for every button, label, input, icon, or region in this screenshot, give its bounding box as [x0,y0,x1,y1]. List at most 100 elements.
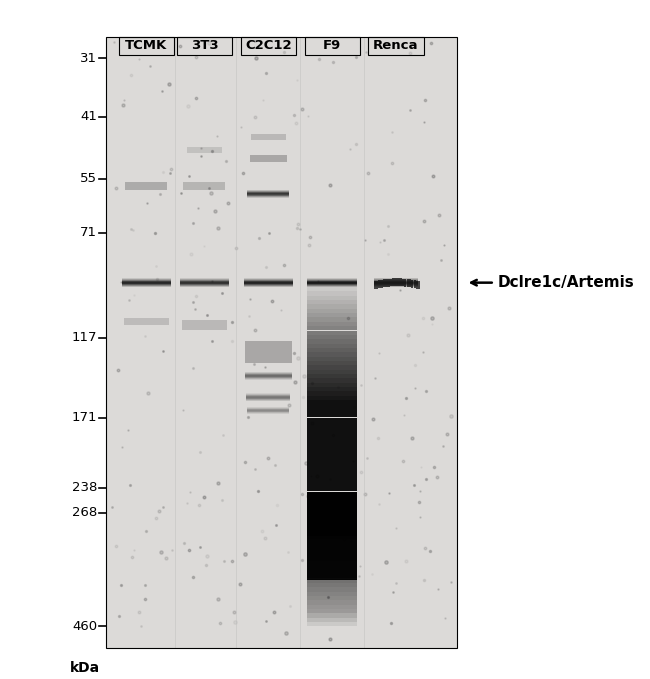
Bar [395,278,397,286]
Bar [240,37,296,55]
Bar [307,374,357,378]
Bar [307,609,357,613]
Bar [307,470,357,474]
Bar [369,37,424,55]
Bar [250,155,287,162]
Text: 71: 71 [80,226,97,239]
Bar [182,320,227,330]
Bar [307,548,357,552]
Text: 238: 238 [72,481,97,494]
Bar [307,465,357,470]
Bar [307,313,357,317]
Bar [307,522,357,526]
Bar [307,474,357,479]
Bar [307,352,357,356]
Bar [307,496,357,500]
Bar [307,405,357,409]
Bar [307,479,357,483]
Bar [374,281,376,289]
Bar [307,622,357,626]
Bar [385,279,387,287]
Bar [409,279,411,287]
Bar [307,383,357,387]
Bar [307,326,357,331]
Bar [307,422,357,426]
Bar [307,387,357,391]
Bar [307,461,357,465]
Bar [307,574,357,579]
Bar [106,37,457,648]
Text: 171: 171 [72,411,97,424]
Text: 460: 460 [72,620,97,633]
Bar [307,531,357,535]
Bar [381,280,383,288]
Text: 41: 41 [80,111,97,124]
Bar [307,452,357,457]
Bar [378,280,381,288]
Bar [397,278,399,286]
Bar [418,281,421,289]
Bar [376,281,378,289]
Bar [413,280,416,288]
Bar [307,418,357,422]
Bar [307,613,357,618]
Text: TCMK: TCMK [125,39,168,52]
Bar [307,604,357,609]
Bar [307,409,357,413]
Bar [307,300,357,304]
Bar [307,587,357,591]
Bar [307,526,357,530]
Bar [307,331,357,335]
Bar [307,309,357,313]
Text: Renca: Renca [373,39,419,52]
Bar [307,492,357,496]
Bar [307,583,357,587]
Text: 3T3: 3T3 [190,39,218,52]
Bar [307,322,357,326]
Bar [393,278,395,287]
Bar [307,356,357,361]
Bar [307,492,357,536]
Bar [307,369,357,374]
Bar [307,435,357,439]
Bar [307,535,357,539]
Bar [125,183,167,190]
Bar [307,579,357,583]
Text: 117: 117 [72,331,97,344]
Bar [307,513,357,517]
Bar [307,553,357,557]
Bar [307,596,357,600]
Bar [307,457,357,461]
Bar [307,365,357,369]
Bar [307,400,357,405]
Bar [307,443,357,448]
Bar [307,344,357,348]
Bar [390,278,393,287]
Bar [307,509,357,513]
Bar [119,37,174,55]
Bar [383,279,385,287]
Bar [411,280,413,288]
Bar [307,378,357,383]
Bar [307,544,357,548]
Bar [307,391,357,396]
Bar [307,361,357,365]
Bar [251,134,285,140]
Bar [307,282,357,287]
Bar [402,278,404,287]
Bar [307,570,357,574]
Bar [388,278,390,287]
Text: 268: 268 [72,506,97,519]
Text: Dclre1c/Artemis: Dclre1c/Artemis [497,275,634,290]
Bar [307,291,357,295]
Bar [307,557,357,561]
Bar [404,278,406,287]
Bar [307,340,357,344]
Bar [307,500,357,504]
Bar [307,487,357,492]
Bar [307,414,357,418]
Bar [307,426,357,430]
Bar [124,318,168,325]
Bar [307,539,357,544]
Text: 31: 31 [80,52,97,65]
